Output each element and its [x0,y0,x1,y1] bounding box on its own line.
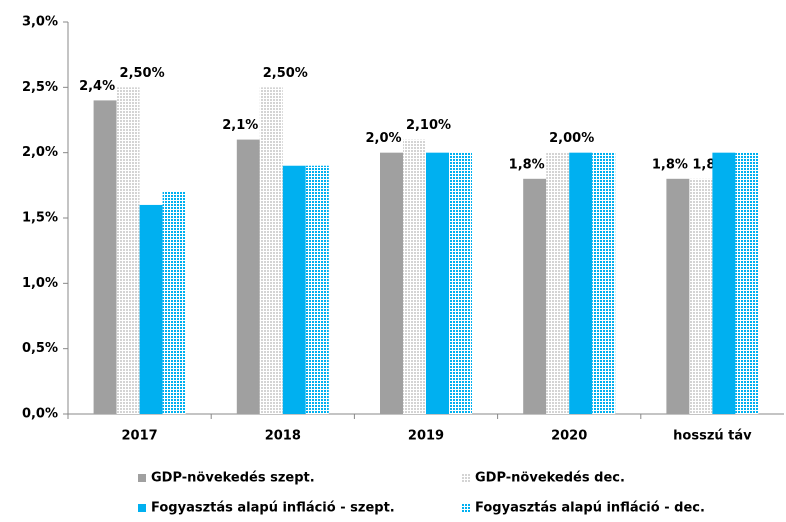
legend-swatch [462,504,470,512]
bar [93,100,117,415]
bar [666,178,690,414]
bar [162,191,186,414]
data-label: 1,8% [509,157,545,172]
bar [139,204,163,414]
bar [403,139,426,414]
bar [380,152,403,414]
x-tick-label: 2020 [551,429,587,444]
bar [305,165,329,414]
bar [735,152,759,414]
y-tick-label: 1,0% [22,276,58,291]
legend-swatch [138,474,146,482]
bar [523,178,547,414]
data-label: 2,10% [406,118,451,133]
data-label: 1,8% [652,157,688,172]
bar [569,152,593,414]
bar [282,165,306,414]
bar [712,152,736,414]
bar [592,152,616,414]
legend-swatch [462,474,470,482]
bar [689,178,713,414]
bar [546,152,570,414]
bar [259,87,283,414]
bar [116,87,140,414]
data-label: 2,4% [79,79,115,94]
bar [236,139,260,414]
x-tick-label: hosszú táv [673,429,752,444]
y-tick-label: 1,5% [22,211,58,226]
x-tick-label: 2017 [122,429,158,444]
bar [426,152,449,414]
y-tick-label: 3,0% [22,15,58,30]
y-tick-label: 0,5% [22,341,58,356]
y-tick-label: 2,5% [22,80,58,95]
legend-label: Fogyasztás alapú infláció - dec. [475,501,705,516]
data-label: 2,0% [365,131,401,146]
y-tick-label: 0,0% [22,407,58,422]
bar [449,152,472,414]
x-tick-label: 2018 [265,429,301,444]
data-label: 2,50% [120,66,165,81]
legend-label: Fogyasztás alapú infláció - szept. [151,501,395,516]
data-label: 2,50% [263,66,308,81]
legend-swatch [138,504,146,512]
data-label: 2,1% [222,118,258,133]
x-tick-label: 2019 [408,429,444,444]
data-label: 2,00% [549,131,594,146]
legend-label: GDP-növekedés szept. [151,471,315,486]
y-tick-label: 2,0% [22,145,58,160]
legend-label: GDP-növekedés dec. [475,471,625,486]
